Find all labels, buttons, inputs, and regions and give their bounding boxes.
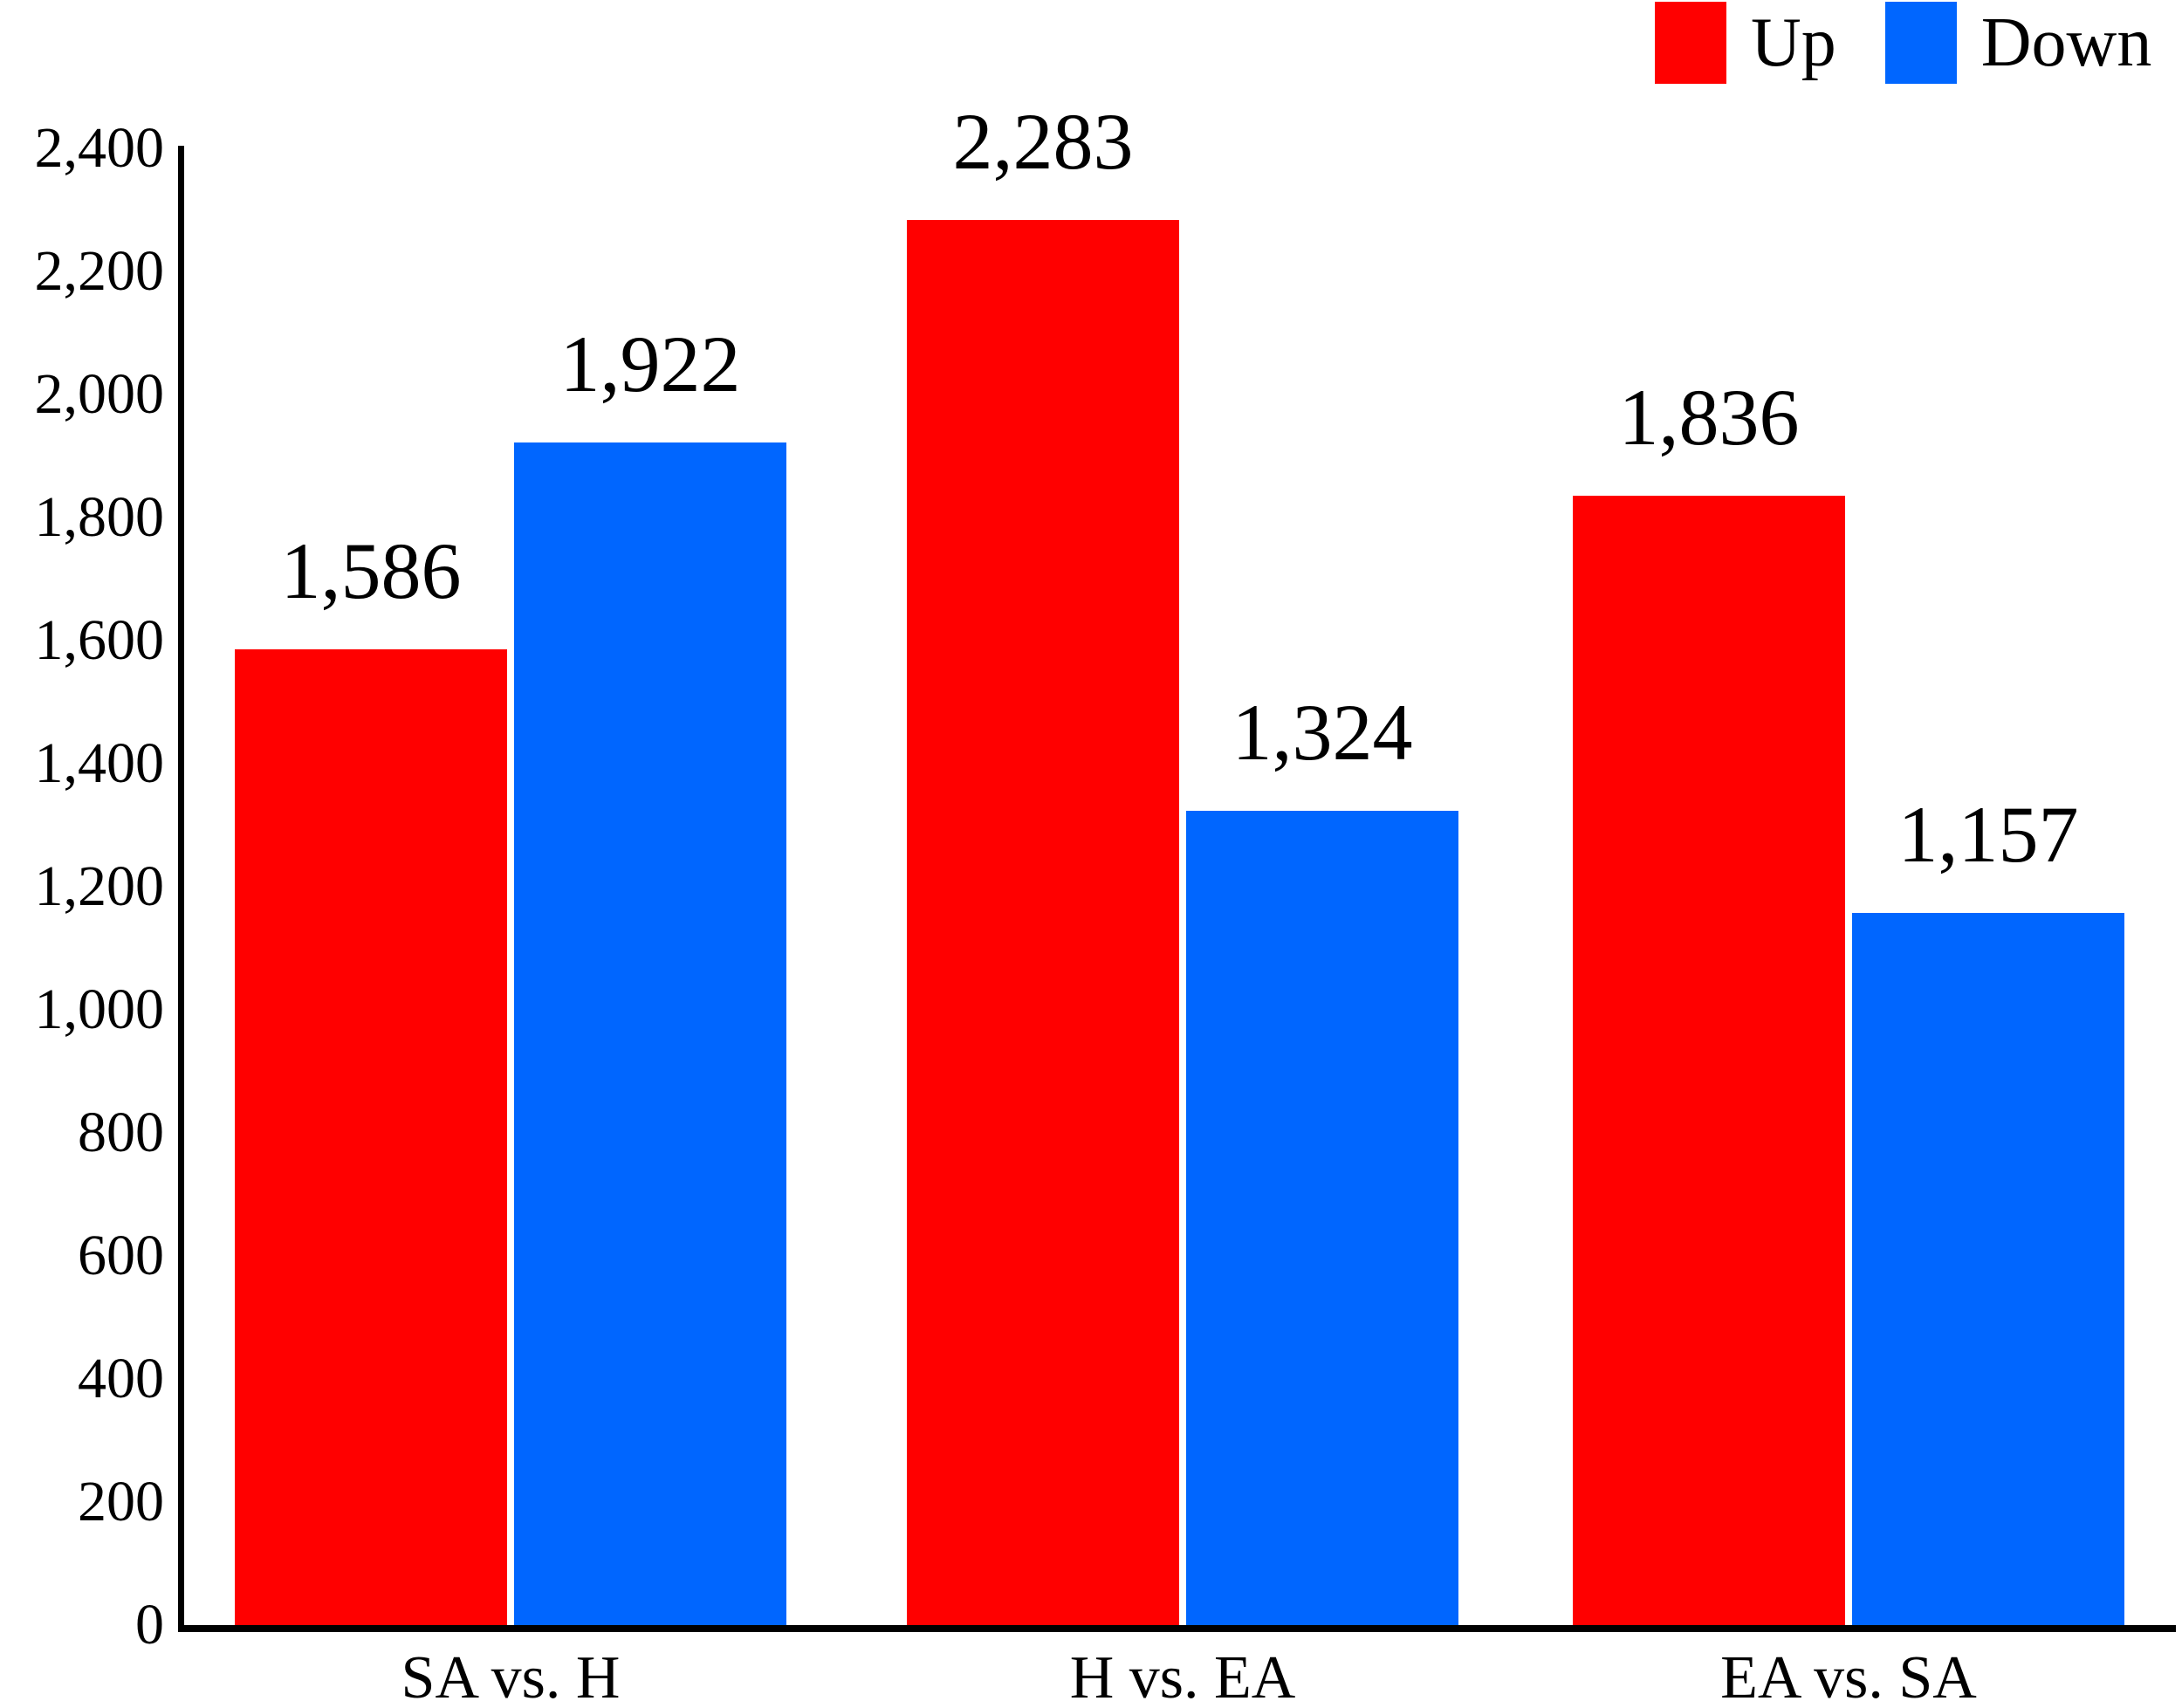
- y-axis-tick-label: 600: [78, 1224, 164, 1287]
- legend-label-up: Up: [1751, 4, 1836, 81]
- y-axis-tick-label: 1,800: [34, 485, 165, 549]
- bar-value-label-down-ea-vs-sa: 1,157: [1897, 790, 2079, 880]
- y-axis-tick-label: 1,600: [34, 608, 165, 672]
- y-axis-tick-label: 1,400: [34, 731, 165, 795]
- x-axis-category-label-ea-vs-sa: EA vs. SA: [1720, 1644, 1977, 1708]
- x-axis-line: [178, 1625, 2176, 1632]
- chart-legend: Up Down: [1655, 2, 2151, 84]
- bar-up-sa-vs-h: [235, 648, 507, 1625]
- x-axis-category-label-h-vs-ea: H vs. EA: [1069, 1644, 1296, 1708]
- bar-value-label-down-h-vs-ea: 1,324: [1232, 687, 1413, 777]
- bar-up-ea-vs-sa: [1573, 495, 1845, 1625]
- y-axis-tick-label: 2,200: [34, 239, 165, 303]
- bar-value-label-up-sa-vs-h: 1,586: [280, 525, 462, 615]
- y-axis-tick-label: 800: [78, 1101, 164, 1164]
- bar-up-h-vs-ea: [907, 220, 1179, 1625]
- bar-down-ea-vs-sa: [1852, 913, 2124, 1625]
- y-axis-line: [178, 146, 184, 1632]
- y-axis-tick-label: 2,400: [34, 116, 165, 180]
- bar-down-h-vs-ea: [1186, 810, 1458, 1625]
- legend-item-up: Up: [1655, 2, 1836, 84]
- legend-item-down: Down: [1884, 2, 2152, 84]
- y-axis-tick-label: 400: [78, 1347, 164, 1410]
- legend-label-down: Down: [1980, 4, 2152, 81]
- bar-value-label-down-sa-vs-h: 1,922: [559, 319, 741, 408]
- bar-value-label-up-h-vs-ea: 2,283: [952, 97, 1134, 187]
- y-axis-tick-label: 200: [78, 1470, 164, 1533]
- legend-swatch-up-icon: [1655, 2, 1726, 84]
- bar-value-label-up-ea-vs-sa: 1,836: [1618, 372, 1800, 462]
- y-axis-tick-label: 0: [135, 1593, 164, 1657]
- y-axis-tick-label: 2,000: [34, 362, 165, 426]
- y-axis-tick-label: 1,200: [34, 854, 165, 918]
- y-axis-tick-label: 1,000: [34, 977, 165, 1041]
- x-axis-category-label-sa-vs-h: SA vs. H: [401, 1644, 621, 1708]
- bar-down-sa-vs-h: [514, 442, 786, 1625]
- legend-swatch-down-icon: [1884, 2, 1957, 84]
